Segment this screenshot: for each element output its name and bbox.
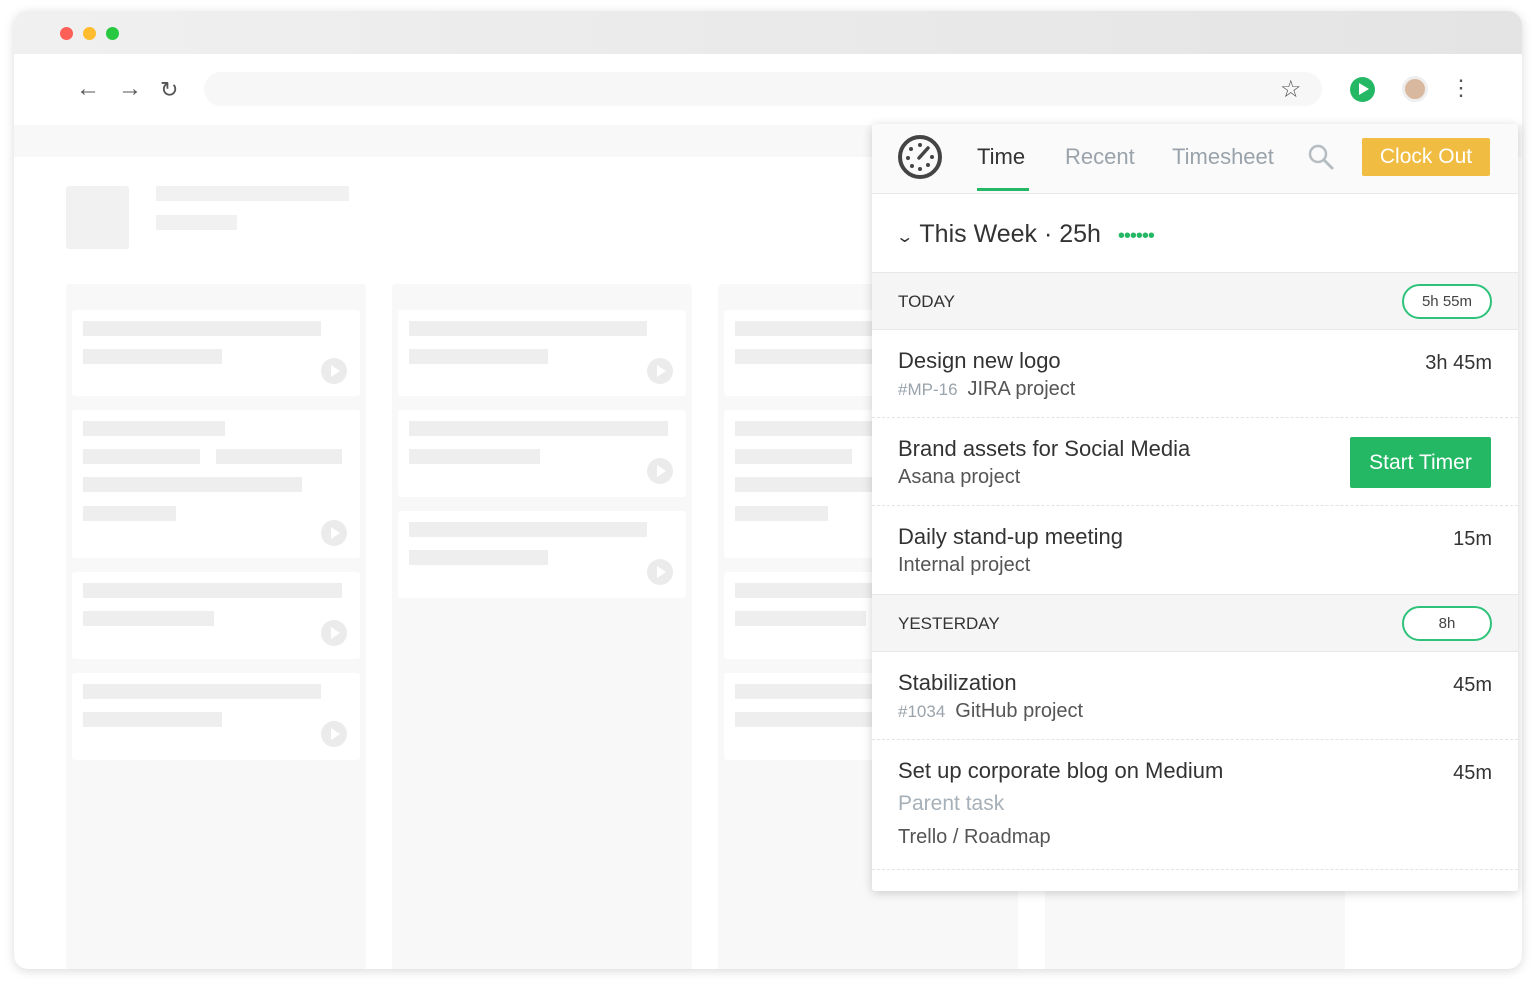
tab-recent[interactable]: Recent — [1065, 144, 1135, 169]
entry-duration: 15m — [1453, 528, 1492, 550]
week-summary-toggle[interactable]: ⌄ This Week · 25h •••••• — [895, 220, 1155, 249]
entry-title: Set up corporate blog on Medium — [898, 758, 1224, 783]
placeholder-column — [392, 284, 692, 969]
entry-project: Asana project — [898, 466, 1021, 488]
entry-id: #MP-16 — [898, 380, 958, 399]
entry-id: #1034 — [898, 702, 946, 721]
entry-title: Stabilization — [898, 670, 1017, 695]
stopwatch-logo-icon — [898, 135, 942, 179]
entry-duration: 3h 45m — [1425, 352, 1492, 374]
clock-out-button[interactable]: Clock Out — [1362, 138, 1490, 176]
placeholder-card — [398, 410, 686, 497]
section-today: TODAY 5h 55m — [872, 272, 1518, 330]
placeholder-line — [156, 186, 349, 201]
time-entry[interactable]: Stabilization #1034 GitHub project 45m — [872, 652, 1518, 740]
project-name: JIRA project — [967, 378, 1076, 400]
entry-project: #1034 GitHub project — [898, 700, 1083, 723]
section-total-badge: 8h — [1402, 606, 1492, 641]
entry-title: Daily stand-up meeting — [898, 524, 1124, 549]
section-yesterday: YESTERDAY 8h — [872, 594, 1518, 652]
address-bar[interactable] — [204, 72, 1322, 106]
tab-time[interactable]: Time — [977, 144, 1026, 169]
time-entry[interactable]: Set up corporate blog on Medium Parent t… — [872, 740, 1518, 870]
entry-parent-task[interactable]: Parent task — [898, 792, 1005, 815]
entry-title: Design new logo — [898, 348, 1061, 373]
placeholder-card — [72, 410, 360, 558]
placeholder-card — [72, 673, 360, 760]
week-total: This Week · 25h — [919, 220, 1101, 248]
entry-project: Trello / Roadmap — [898, 826, 1051, 848]
project-name: GitHub project — [955, 700, 1084, 722]
entry-title: Brand assets for Social Media — [898, 436, 1191, 461]
menu-icon[interactable]: ⋮ — [1450, 75, 1472, 100]
time-entry[interactable]: Design new logo #MP-16 JIRA project 3h 45… — [872, 330, 1518, 418]
time-entry[interactable]: Daily stand-up meeting Internal project … — [872, 506, 1518, 594]
placeholder-line — [156, 215, 237, 230]
entry-project: #MP-16 JIRA project — [898, 378, 1075, 401]
entry-duration: 45m — [1453, 674, 1492, 696]
tab-timesheet[interactable]: Timesheet — [1172, 144, 1274, 169]
title-bar — [14, 11, 1522, 54]
time-entry[interactable]: Brand assets for Social Media Asana proj… — [872, 418, 1518, 506]
search-icon[interactable] — [1308, 144, 1334, 170]
placeholder-avatar — [66, 186, 129, 249]
entry-duration: 45m — [1453, 762, 1492, 784]
back-icon[interactable]: ← — [76, 75, 100, 102]
time-tracker-popup: Time Recent Timesheet Clock Out ⌄ This We… — [872, 124, 1518, 891]
maximize-button[interactable] — [106, 27, 119, 40]
section-total-badge: 5h 55m — [1402, 284, 1492, 319]
close-button[interactable] — [60, 27, 73, 40]
extension-play-icon[interactable] — [1350, 77, 1375, 102]
minimize-button[interactable] — [83, 27, 96, 40]
placeholder-card — [72, 310, 360, 396]
placeholder-card — [398, 310, 686, 396]
section-label: TODAY — [898, 292, 955, 311]
chevron-down-icon: ⌄ — [895, 229, 915, 246]
star-icon[interactable]: ☆ — [1280, 76, 1302, 103]
week-progress-dots: •••••• — [1117, 225, 1155, 247]
placeholder-card — [398, 511, 686, 598]
start-timer-button[interactable]: Start Timer — [1350, 437, 1491, 488]
entry-project: Internal project — [898, 554, 1031, 576]
popup-header: Time Recent Timesheet Clock Out — [872, 124, 1518, 194]
reload-icon[interactable]: ↻ — [160, 77, 179, 102]
forward-icon[interactable]: → — [118, 75, 142, 102]
active-tab-indicator — [977, 188, 1029, 191]
placeholder-card — [72, 572, 360, 659]
section-label: YESTERDAY — [898, 614, 1000, 633]
placeholder-column — [66, 284, 366, 969]
avatar[interactable] — [1402, 76, 1428, 102]
